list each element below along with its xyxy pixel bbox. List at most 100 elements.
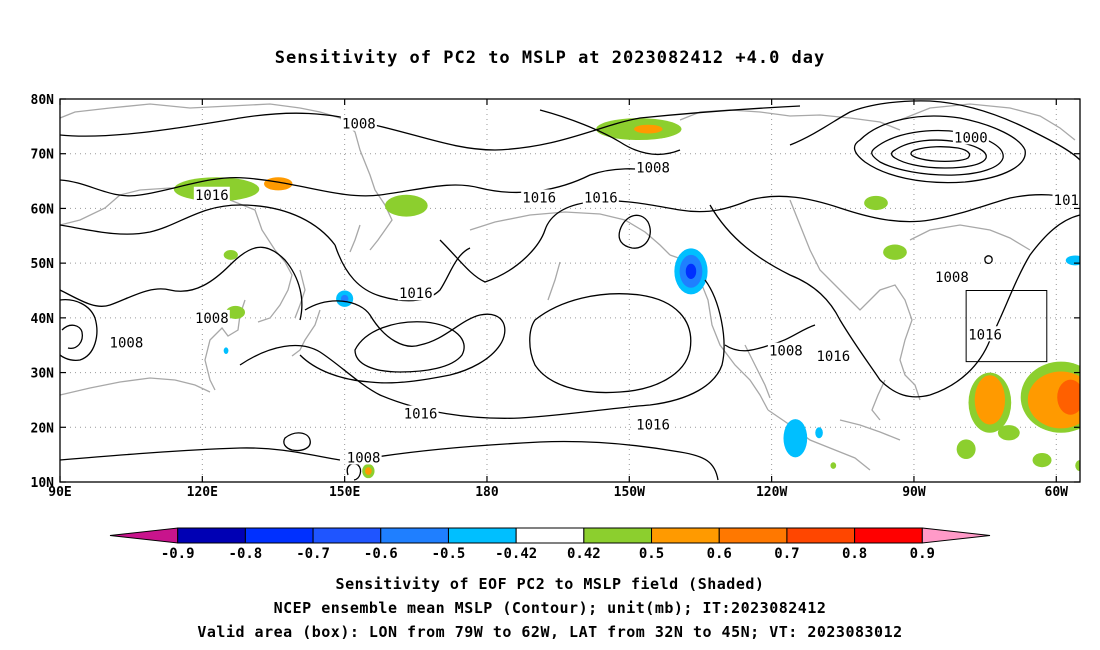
contour-label: 1016 <box>522 190 556 206</box>
sensitivity-patch <box>223 250 238 260</box>
sensitivity-patch <box>956 439 976 460</box>
sensitivity-patch <box>883 244 907 260</box>
colorbar-label: 0.42 <box>567 546 601 562</box>
colorbar-swatch <box>854 527 923 544</box>
sensitivity-patch <box>365 467 372 475</box>
colorbar-arrow-high <box>921 527 991 544</box>
map-frame <box>59 98 1081 483</box>
contour-label: 1016 <box>636 418 670 434</box>
colorbar-swatch <box>515 527 585 544</box>
colorbar-label: 0.8 <box>842 546 867 562</box>
colorbar-swatch <box>244 527 314 544</box>
contour-label: 1008 <box>636 160 670 176</box>
y-tick-label: 30N <box>31 367 55 382</box>
x-tick-label: 150E <box>329 485 360 500</box>
caption-line-2: NCEP ensemble mean MSLP (Contour); unit(… <box>273 599 827 617</box>
colorbar-swatch <box>786 527 856 544</box>
colorbar-label: 0.5 <box>639 546 664 562</box>
contour-label-bg <box>933 268 970 284</box>
colorbar-label: -0.8 <box>229 546 263 562</box>
colorbar-label: 0.7 <box>774 546 799 562</box>
contour-labels: 1008 1016 1016 1016 1008 1000 1016 1008 1016 1008… <box>108 115 1088 466</box>
sensitivity-patch <box>815 427 823 439</box>
y-tick-label: 20N <box>31 421 55 436</box>
contour-label-bg <box>193 309 230 325</box>
sensitivity-patch <box>783 419 808 458</box>
contour-label-bg <box>967 326 1004 342</box>
contour-label-bg <box>635 159 672 175</box>
contour-label-bg <box>345 449 382 465</box>
y-tick-label: 80N <box>31 93 55 108</box>
contour-label-bg <box>815 348 852 364</box>
contour-label-bg <box>635 416 672 432</box>
x-tick-label: 150W <box>614 485 645 500</box>
sensitivity-patch <box>997 425 1020 441</box>
contour-label: 1008 <box>195 311 229 327</box>
colorbar-swatch <box>447 527 517 544</box>
contour-label: 1008 <box>110 335 144 351</box>
contour-label-bg <box>108 334 145 350</box>
sensitivity-patch <box>223 347 229 354</box>
contour-label-bg <box>397 285 434 301</box>
colorbar-label: 0.6 <box>707 546 732 562</box>
contour-label: 1008 <box>769 344 803 360</box>
figure-title: Sensitivity of PC2 to MSLP at 2023082412… <box>274 48 826 68</box>
colorbar-swatch <box>583 527 653 544</box>
sensitivity-patch <box>830 462 837 469</box>
y-tick-label: 70N <box>31 148 55 163</box>
x-tick-label: 90W <box>902 485 926 500</box>
contour-label: 1008 <box>935 270 969 286</box>
mslp-contours <box>60 100 1080 481</box>
y-tick-label: 50N <box>31 257 55 272</box>
contour-label-bg <box>402 405 439 421</box>
contour-label: 1016 <box>404 407 438 423</box>
caption-line-3: Valid area (box): LON from 79W to 62W, L… <box>197 623 903 641</box>
contour-label-bg <box>193 186 230 202</box>
contour-label-bg <box>582 189 619 205</box>
y-tick-label: 40N <box>31 312 55 327</box>
contour-label: 1008 <box>347 450 381 466</box>
colorbar-label: 0.9 <box>910 546 935 562</box>
sensitivity-patch <box>1065 255 1080 266</box>
contour-label: 1008 <box>342 117 376 133</box>
contour-label: 1016 <box>816 349 850 365</box>
grid-lines <box>60 99 1080 482</box>
contour-label-bg <box>1052 192 1080 208</box>
x-axis-ticks: 90E 120E 150E 180 150W 120W 90W 60W <box>48 99 1068 500</box>
sensitivity-patch <box>974 375 1006 425</box>
contour-label: 1016 <box>1054 193 1088 209</box>
x-tick-label: 90E <box>48 485 71 500</box>
colorbar-swatch <box>718 527 788 544</box>
colorbar-swatch <box>312 527 382 544</box>
sensitivity-patch <box>634 124 663 134</box>
coastlines <box>60 103 1076 471</box>
colorbar-swatch <box>651 527 720 544</box>
colorbar-swatch <box>380 527 449 544</box>
sensitivity-patch <box>864 195 888 211</box>
colorbar-label: -0.9 <box>161 546 195 562</box>
x-tick-label: 120E <box>187 485 218 500</box>
colorbar-arrow-low <box>109 527 179 544</box>
contour-label: 1000 <box>954 130 988 146</box>
colorbar-label: -0.6 <box>364 546 398 562</box>
y-tick-label: 10N <box>31 476 55 491</box>
x-tick-label: 120W <box>756 485 787 500</box>
contour-label-bg <box>340 115 377 131</box>
contour-label: 1016 <box>195 188 229 204</box>
colorbar-label: -0.5 <box>432 546 466 562</box>
sensitivity-patch <box>685 263 697 280</box>
contour-label: 1016 <box>584 190 618 206</box>
y-tick-label: 60N <box>31 202 55 217</box>
x-tick-label: 180 <box>475 485 499 500</box>
valid-area-box <box>965 290 1048 363</box>
sensitivity-patch <box>1057 379 1080 415</box>
contour-label-bg <box>952 129 989 145</box>
colorbar: -0.9 -0.8 -0.7 -0.6 -0.5 -0.42 0.42 0.5 0.6 0.7 0.… <box>109 527 991 562</box>
colorbar-swatch <box>177 527 246 544</box>
colorbar-label: -0.42 <box>495 546 537 562</box>
x-tick-label: 60W <box>1045 485 1069 500</box>
map-panel: 1008 1016 1016 1016 1008 1000 1016 1008 1016 1008… <box>60 99 1088 482</box>
y-axis-ticks: 10N 20N 30N 40N 50N 60N 70N 80N <box>31 93 1080 491</box>
caption-line-1: Sensitivity of EOF PC2 to MSLP field (Sh… <box>335 575 765 593</box>
